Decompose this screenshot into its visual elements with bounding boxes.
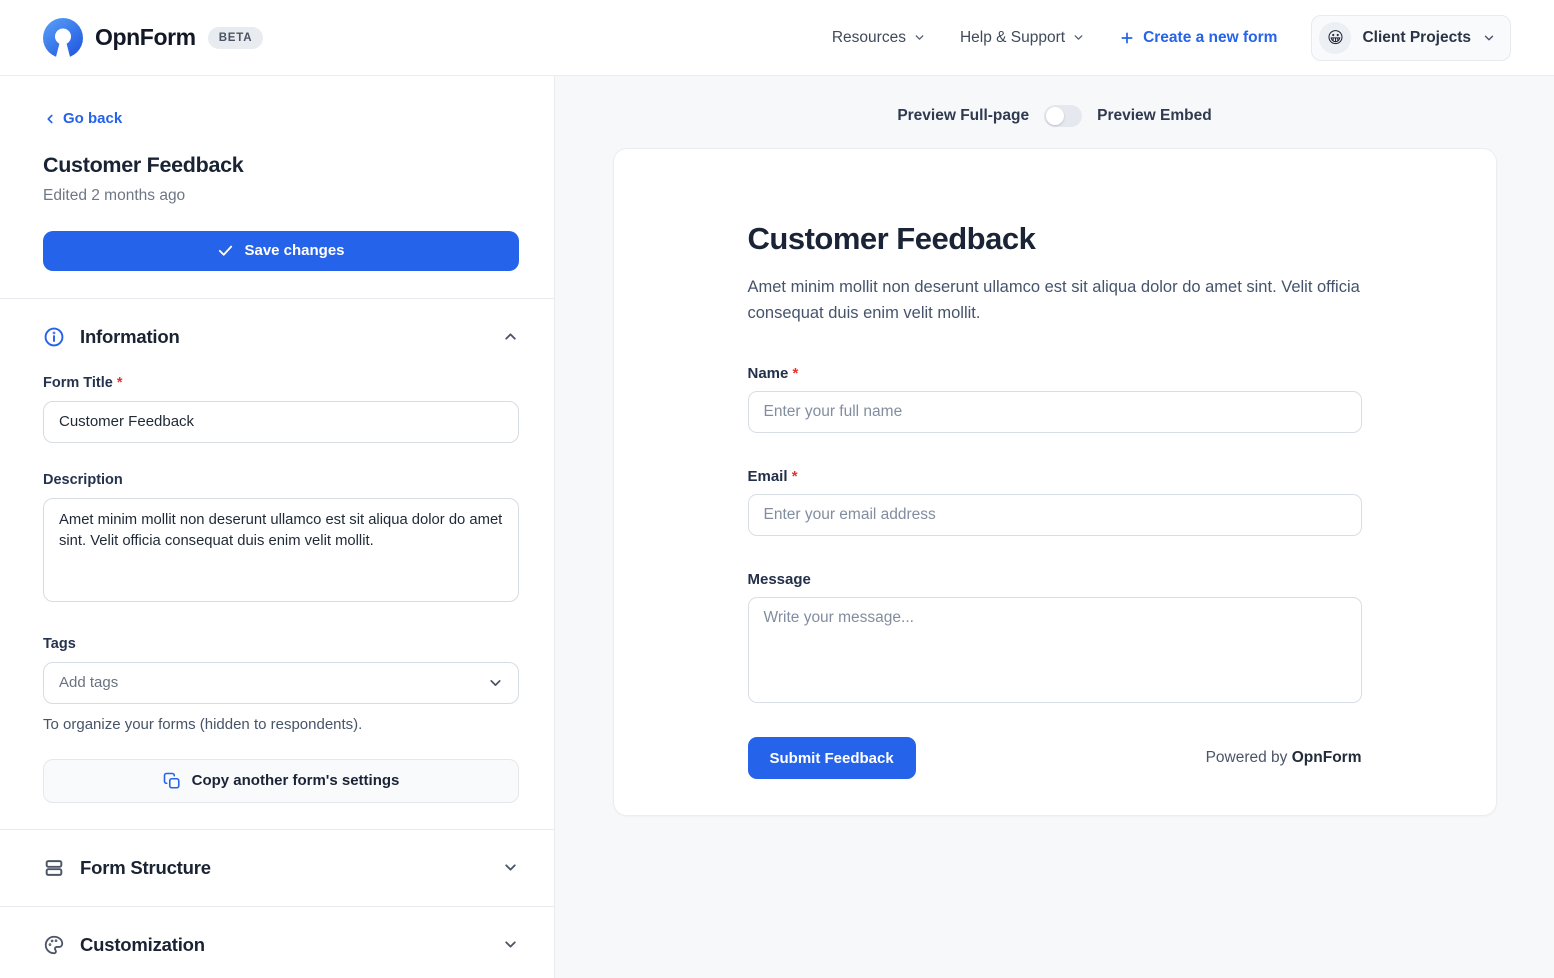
copy-form-settings-label: Copy another form's settings [191, 772, 400, 789]
workspace-label: Client Projects [1362, 28, 1471, 46]
brand[interactable]: OpnForm BETA [43, 17, 264, 58]
description-field: Description Amet minim mollit non deseru… [43, 472, 519, 607]
chevron-down-icon [505, 941, 516, 948]
name-input[interactable] [747, 391, 1362, 434]
form-title-label: Form Title * [43, 375, 519, 391]
tags-label: Tags [43, 635, 76, 652]
powered-by-brand: OpnForm [1291, 749, 1362, 767]
information-section: Information Form Title * Description Ame… [0, 299, 554, 829]
information-section-title: Information [80, 325, 180, 347]
preview-fullpage-label: Preview Full-page [897, 107, 1030, 124]
tags-help-text: To organize your forms (hidden to respon… [43, 715, 363, 733]
powered-by-prefix: Powered by [1205, 749, 1288, 767]
customization-section-title: Customization [80, 933, 205, 955]
save-changes-label: Save changes [244, 242, 345, 259]
palette-icon [44, 935, 64, 954]
info-icon [44, 327, 64, 346]
workspace-dropdown[interactable]: 😀 Client Projects [1311, 14, 1511, 61]
customization-section-header[interactable]: Customization [43, 907, 519, 978]
save-changes-button[interactable]: Save changes [43, 230, 519, 271]
message-field: Message [747, 571, 1362, 708]
email-input[interactable] [747, 494, 1362, 537]
powered-by-text: Powered by OpnForm [1206, 749, 1362, 767]
email-field: Email * [747, 468, 1362, 537]
required-asterisk: * [791, 468, 798, 486]
preview-panel: Preview Full-page Preview Embed Customer… [555, 76, 1554, 978]
divider [0, 905, 554, 907]
nav-resources[interactable]: Resources [832, 29, 926, 47]
form-preview-card: Customer Feedback Amet minim mollit non … [612, 148, 1497, 816]
create-new-form-label: Create a new form [1143, 28, 1278, 46]
create-new-form-link[interactable]: Create a new form [1119, 29, 1277, 47]
tags-input[interactable] [43, 661, 519, 704]
form-structure-section-header[interactable]: Form Structure [43, 830, 519, 906]
workspace-emoji: 😀 [1327, 29, 1344, 47]
preview-mode-bar: Preview Full-page Preview Embed [555, 105, 1554, 127]
toggle-knob [1046, 107, 1065, 125]
message-label: Message [748, 571, 1362, 588]
chevron-down-icon [1484, 35, 1494, 40]
brand-name: OpnForm [95, 24, 196, 50]
beta-badge: BETA [207, 26, 264, 49]
preview-mode-toggle[interactable] [1044, 105, 1083, 127]
nav-help-support-label: Help & Support [959, 28, 1066, 46]
information-section-header[interactable]: Information [43, 299, 519, 375]
form-structure-section-title: Form Structure [80, 856, 211, 878]
chevron-left-icon [47, 114, 53, 123]
rows-icon [45, 859, 63, 876]
copy-icon [163, 772, 180, 789]
preview-form-description: Amet minim mollit non deserunt ullamco e… [747, 278, 1360, 323]
preview-embed-label: Preview Embed [1097, 107, 1212, 124]
form-title-input[interactable] [43, 400, 519, 443]
email-label: Email * [748, 468, 1362, 485]
app-header: OpnForm BETA Resources Help & Support Cr… [0, 0, 1554, 76]
copy-form-settings-button[interactable]: Copy another form's settings [43, 758, 519, 803]
form-title-field: Form Title * [43, 375, 519, 443]
message-textarea[interactable] [747, 597, 1362, 704]
message-label-text: Message [747, 571, 811, 589]
workspace-avatar: 😀 [1319, 21, 1352, 54]
nav-help-support[interactable]: Help & Support [960, 29, 1085, 47]
divider [0, 828, 554, 830]
last-edited-text: Edited 2 months ago [43, 186, 186, 204]
description-textarea[interactable]: Amet minim mollit non deserunt ullamco e… [43, 497, 519, 602]
form-settings-sidebar: Go back Customer Feedback Edited 2 month… [0, 76, 555, 978]
preview-form-footer: Submit Feedback Powered by OpnForm [747, 737, 1362, 780]
form-name-heading: Customer Feedback [43, 152, 244, 177]
go-back-link[interactable]: Go back [43, 110, 122, 127]
customization-section: Customization [0, 907, 554, 978]
chevron-up-icon [505, 333, 516, 340]
required-asterisk: * [116, 374, 123, 391]
opnform-logo-icon [43, 17, 83, 58]
check-icon [219, 245, 233, 256]
submit-feedback-button[interactable]: Submit Feedback [747, 737, 916, 780]
preview-form-title: Customer Feedback [747, 221, 1036, 256]
sidebar-top: Go back Customer Feedback Edited 2 month… [0, 76, 554, 271]
form-title-label-text: Form Title [43, 374, 113, 391]
chevron-down-icon [505, 864, 516, 871]
plus-icon [1121, 31, 1133, 44]
tags-field: Tags To organize your forms (hidden to r… [43, 636, 519, 733]
chevron-down-icon [1074, 35, 1083, 40]
name-label-text: Name [747, 365, 789, 383]
email-label-text: Email [747, 468, 788, 486]
divider [0, 297, 554, 299]
required-asterisk: * [792, 365, 799, 383]
go-back-label: Go back [63, 110, 123, 127]
name-label: Name * [748, 365, 1362, 382]
body-split: Go back Customer Feedback Edited 2 month… [0, 76, 1554, 978]
header-nav: Resources Help & Support Create a new fo… [832, 14, 1511, 61]
description-label: Description [43, 471, 123, 488]
form-structure-section: Form Structure [0, 830, 554, 906]
form-preview-content: Customer Feedback Amet minim mollit non … [747, 149, 1362, 780]
nav-resources-label: Resources [831, 28, 906, 46]
chevron-down-icon [915, 35, 924, 40]
name-field: Name * [747, 365, 1362, 434]
